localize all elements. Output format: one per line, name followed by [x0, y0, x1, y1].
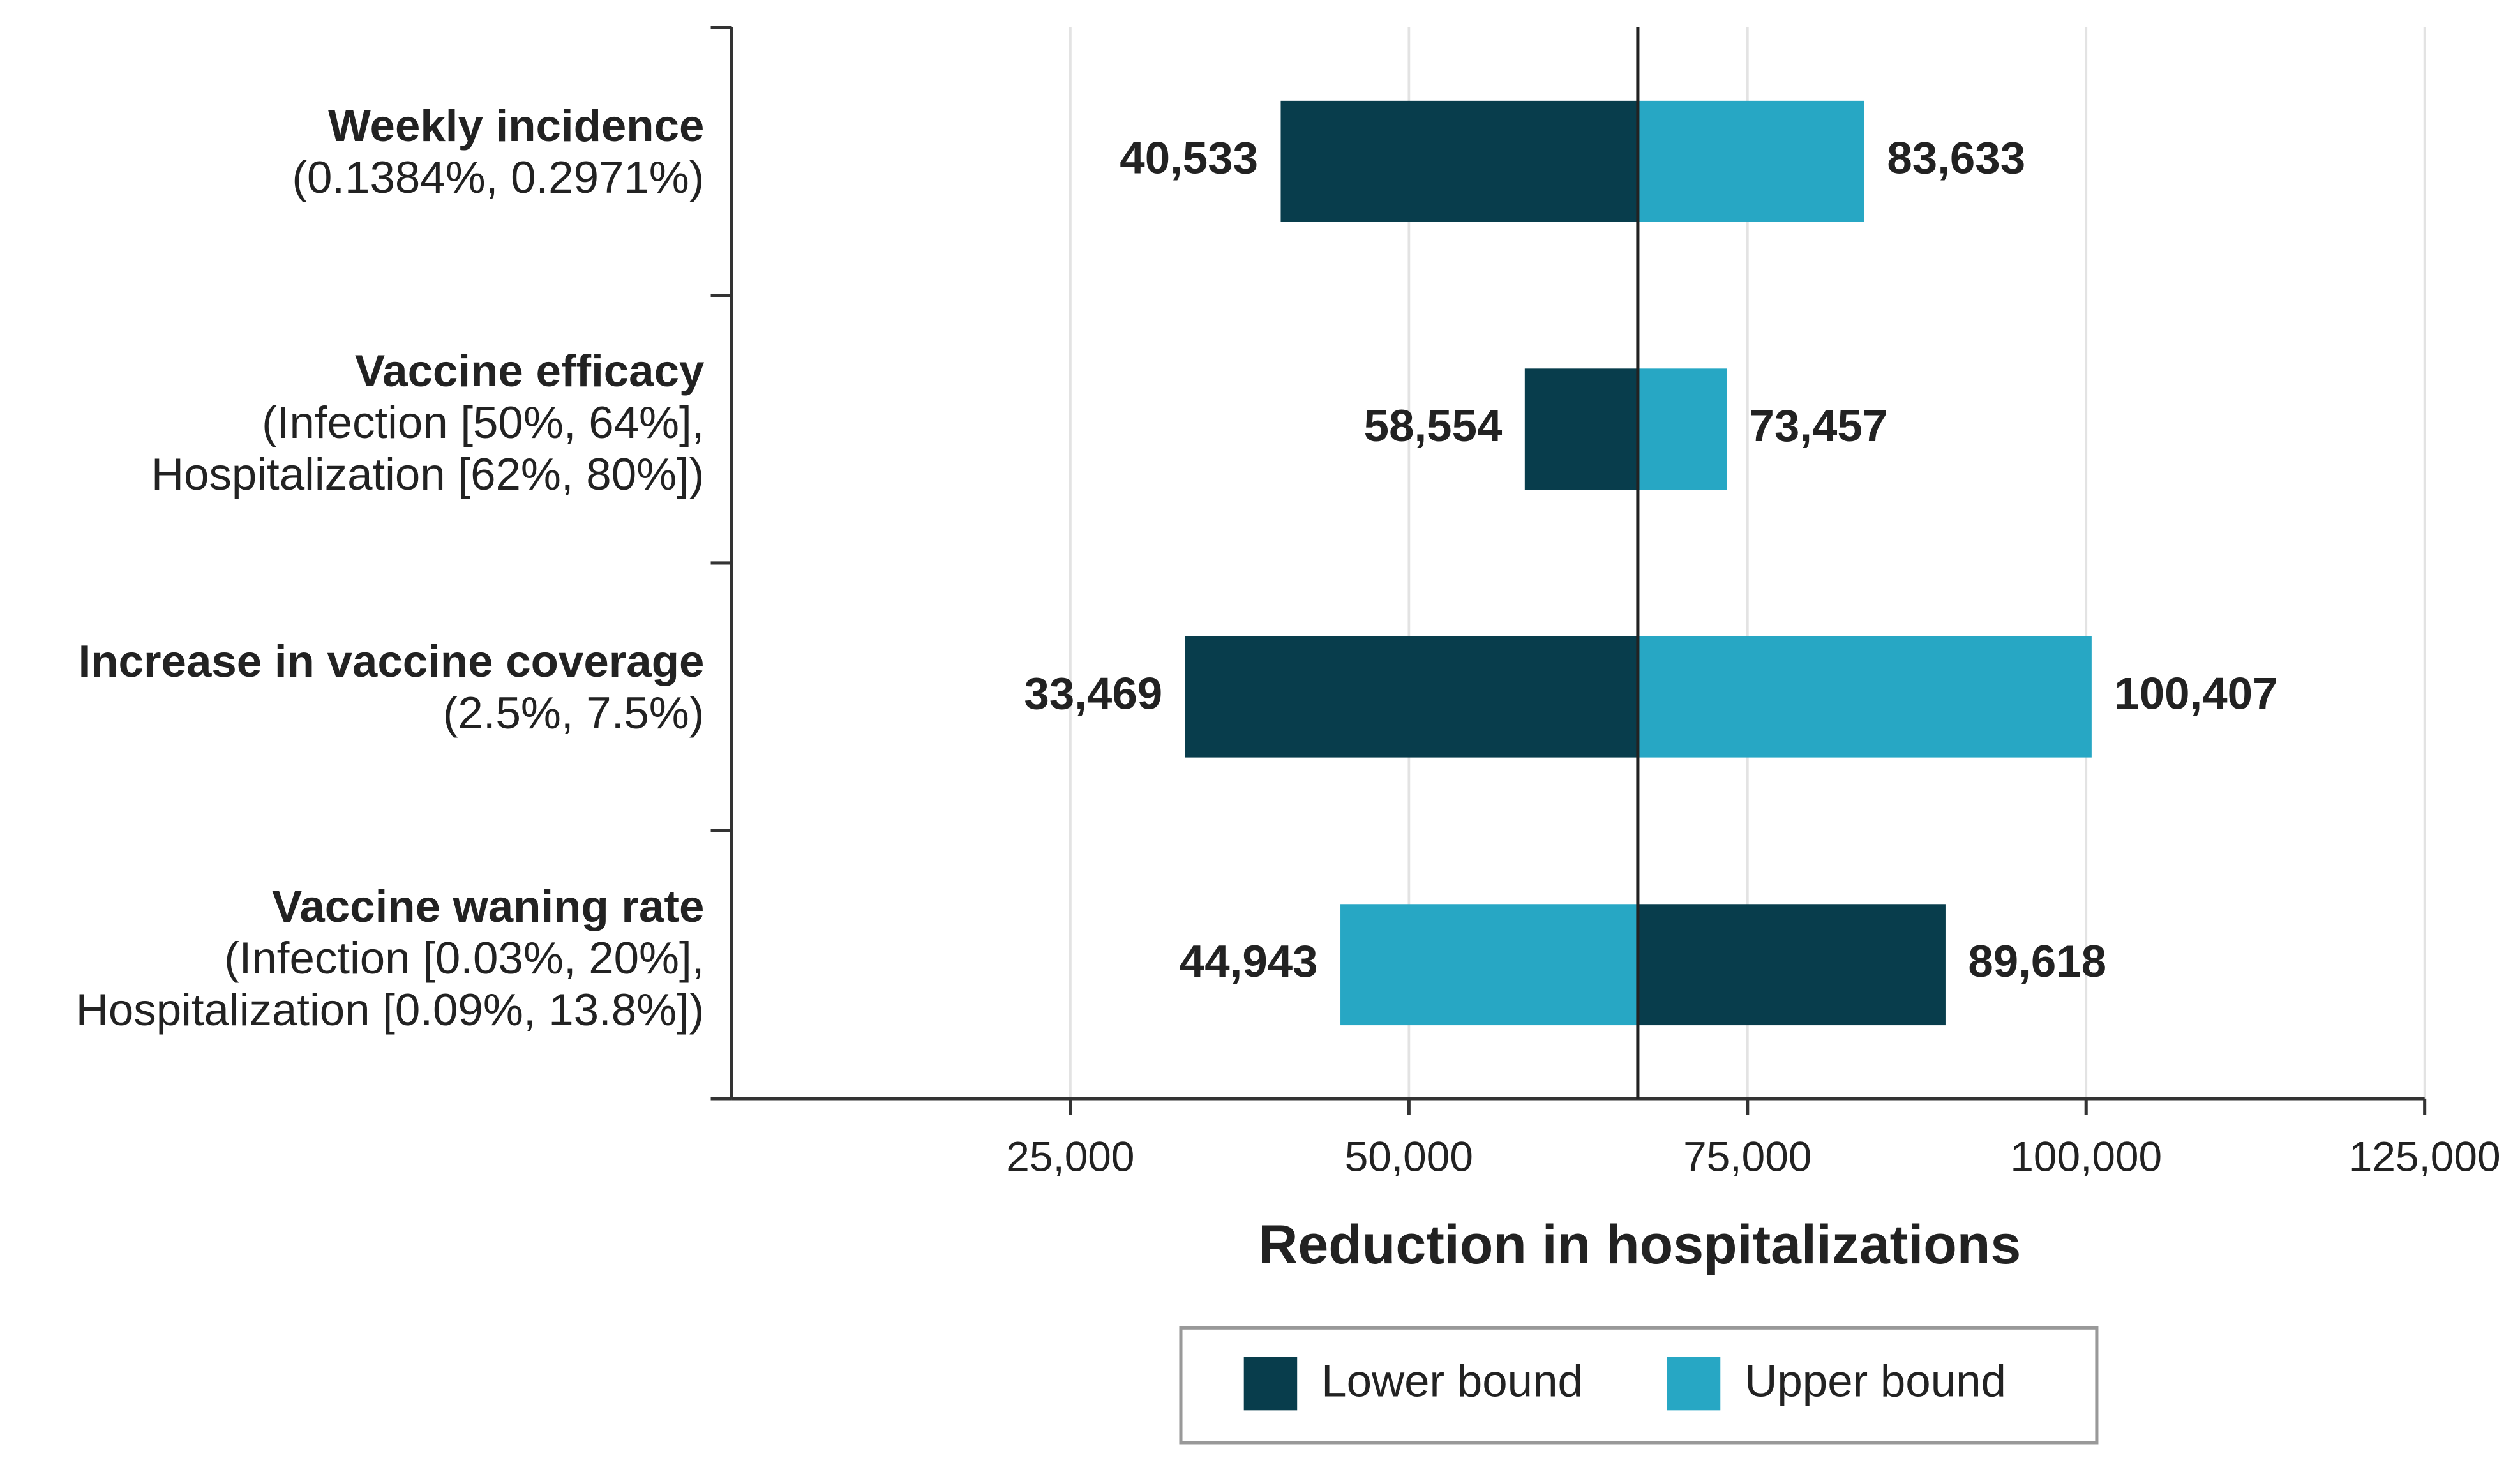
legend-box: [1179, 1326, 2099, 1445]
bar: [1637, 368, 1727, 490]
bar: [1637, 100, 1864, 222]
bar: [1185, 636, 1638, 758]
legend-swatch: [1243, 1357, 1298, 1411]
x-tick-label: 75,000: [1683, 1132, 1811, 1180]
category-label: Increase in vaccine coverage: [79, 636, 705, 687]
data-label: 83,633: [1887, 133, 2025, 183]
category-sublabel: (0.1384%, 0.2971%): [292, 153, 704, 203]
category-sublabel: (2.5%, 7.5%): [443, 688, 705, 739]
x-axis-label: Reduction in hospitalizations: [1258, 1214, 2021, 1275]
category-sublabel: (Infection [0.03%, 20%],: [224, 933, 704, 984]
bar: [1637, 636, 2092, 758]
bar: [1637, 904, 1946, 1026]
category-label: Vaccine efficacy: [355, 346, 705, 396]
x-tick-label: 25,000: [1006, 1132, 1134, 1180]
legend-label: Upper bound: [1744, 1357, 2006, 1407]
data-label: 44,943: [1180, 936, 1318, 987]
data-label: 89,618: [1968, 936, 2106, 987]
bar: [1524, 368, 1638, 490]
data-label: 33,469: [1024, 668, 1162, 719]
data-label: 73,457: [1749, 401, 1887, 451]
category-sublabel: Hospitalization [62%, 80%]): [151, 449, 705, 500]
category-label: Vaccine waning rate: [272, 882, 704, 932]
data-label: 40,533: [1120, 133, 1258, 183]
x-tick-label: 50,000: [1345, 1132, 1473, 1180]
x-tick-label: 100,000: [2010, 1132, 2162, 1180]
legend-label: Lower bound: [1321, 1357, 1583, 1407]
bar: [1280, 100, 1638, 222]
legend-swatch: [1667, 1357, 1721, 1411]
x-tick-label: 125,000: [2349, 1132, 2501, 1180]
data-label: 58,554: [1364, 401, 1503, 451]
category-label: Weekly incidence: [328, 101, 704, 151]
category-sublabel: (Infection [50%, 64%],: [262, 398, 704, 448]
bar: [1340, 904, 1638, 1026]
data-label: 100,407: [2114, 668, 2277, 719]
category-sublabel: Hospitalization [0.09%, 13.8%]): [76, 985, 705, 1035]
